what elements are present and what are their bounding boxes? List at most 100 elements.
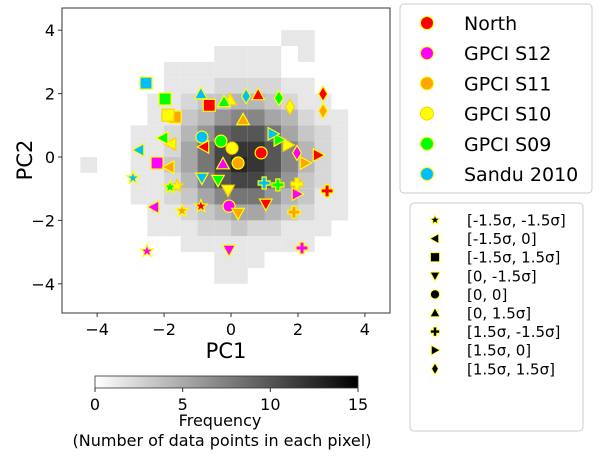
legend-square-icon	[430, 252, 440, 263]
histogram-cell	[297, 93, 315, 110]
histogram-cell	[264, 157, 282, 173]
marker-triangle-left	[146, 199, 160, 215]
legend-circle-icon	[420, 167, 434, 181]
histogram-cell	[264, 77, 282, 94]
x-axis-ticks: −4 −2 0 2 4	[85, 313, 370, 339]
histogram-cell	[297, 77, 315, 94]
legend-star-icon	[429, 213, 441, 225]
plot-frame	[61, 7, 391, 314]
legend-item-condition: [-1.5σ, -1.5σ]	[429, 212, 566, 230]
histogram-cell	[231, 252, 248, 268]
marker-triangle-right	[291, 186, 305, 202]
histogram-cell	[264, 220, 282, 237]
marker-triangle-right	[282, 137, 296, 153]
marker-diamond	[284, 98, 296, 116]
marker-triangle-left	[196, 139, 210, 155]
marker-triangle-down	[258, 198, 274, 212]
legend-item-condition: [-1.5σ, 1.5σ]	[430, 249, 560, 267]
marker-plus	[271, 178, 285, 192]
histogram-cell	[147, 141, 165, 158]
histogram-cell	[180, 109, 198, 126]
legend-item-condition: [0, 0]	[430, 286, 507, 304]
histogram-cell	[164, 204, 181, 221]
histogram-cell	[130, 125, 148, 142]
marker-triangle-down	[220, 184, 236, 198]
histogram-cell	[264, 109, 282, 126]
histogram-cell	[180, 188, 198, 205]
legend-label: GPCI S09	[464, 134, 551, 156]
marker-star	[139, 242, 155, 258]
legend-label: [1.5σ, 0]	[467, 342, 531, 360]
histogram-cell	[247, 220, 265, 237]
legend-plus-icon	[430, 326, 440, 337]
histogram-cell	[197, 220, 215, 237]
marker-plus	[257, 176, 271, 190]
histogram-cell	[180, 172, 198, 189]
histogram-cell	[264, 61, 282, 78]
marker-square	[139, 76, 153, 90]
histogram-cell	[281, 157, 298, 173]
colorbar-tick-label: 15	[348, 395, 368, 414]
histogram-cell	[247, 204, 265, 221]
legend-label: [0, 1.5σ]	[467, 305, 531, 323]
histogram-cell	[231, 188, 248, 205]
histogram-cell	[214, 267, 232, 284]
x-tick-label: 4	[360, 320, 370, 339]
histogram-cell	[180, 125, 198, 142]
legend-circle-icon	[430, 289, 440, 300]
marker-diamond	[291, 144, 303, 162]
legend-item-dataset: GPCI S11	[420, 73, 551, 95]
histogram-cell	[264, 46, 282, 62]
colorbar	[94, 375, 359, 389]
histogram-cell	[197, 61, 215, 78]
histogram-cell	[247, 236, 265, 253]
marker-square	[202, 98, 216, 112]
marker-triangle-right	[267, 126, 281, 142]
legend-triangle-right-icon	[430, 344, 441, 356]
histogram-cell	[247, 61, 265, 78]
legend-label: GPCI S10	[464, 104, 551, 126]
histogram-cell	[231, 77, 248, 94]
legend-item-condition: [-1.5σ, 0]	[429, 230, 537, 248]
marker-triangle-right	[273, 132, 287, 148]
histogram-cell	[147, 109, 165, 126]
legend-label: [0, -1.5σ]	[467, 267, 537, 285]
histogram-cell	[314, 220, 332, 237]
marker-square	[158, 92, 172, 106]
legend-circle-icon	[420, 136, 434, 151]
marker-triangle-down	[230, 207, 246, 221]
markers-layer	[125, 76, 334, 258]
y-axis-ticks: −4 −2 0 2 4	[31, 21, 62, 294]
histogram-cell	[197, 109, 215, 126]
marker-square	[161, 108, 175, 122]
marker-triangle-up	[250, 87, 266, 101]
histogram-cell	[214, 46, 232, 62]
colorbar-ticks: 0 5 10 15	[90, 388, 368, 414]
histogram-cell	[197, 236, 215, 253]
histogram-cell	[331, 141, 349, 158]
x-tick-label: 2	[293, 320, 303, 339]
histogram-cell	[147, 220, 165, 237]
y-axis-label: PC2	[13, 140, 37, 181]
histogram-cell	[130, 157, 148, 173]
histogram-cell	[231, 46, 248, 62]
histogram-cell	[214, 252, 232, 268]
legend-triangle-down-icon	[429, 271, 441, 282]
legend-circle-icon	[420, 46, 434, 61]
colorbar-label: Frequency	[179, 411, 262, 430]
y-tick-label: 0	[45, 148, 55, 167]
histogram-cell	[180, 236, 198, 253]
marker-diamond	[273, 89, 285, 107]
histogram-cell	[180, 61, 198, 78]
x-axis-label: PC1	[206, 339, 247, 363]
histogram-cell	[197, 157, 215, 173]
marker-star	[174, 202, 191, 218]
legend-item-dataset: North	[420, 13, 517, 35]
marker-circle	[225, 141, 239, 155]
legend-item-condition: [0, -1.5σ]	[429, 267, 537, 285]
marker-triangle-right	[299, 155, 313, 171]
histogram-cell	[164, 77, 181, 94]
histogram-cell	[214, 77, 232, 94]
marker-plus	[295, 241, 309, 255]
histogram-cell	[231, 267, 248, 284]
